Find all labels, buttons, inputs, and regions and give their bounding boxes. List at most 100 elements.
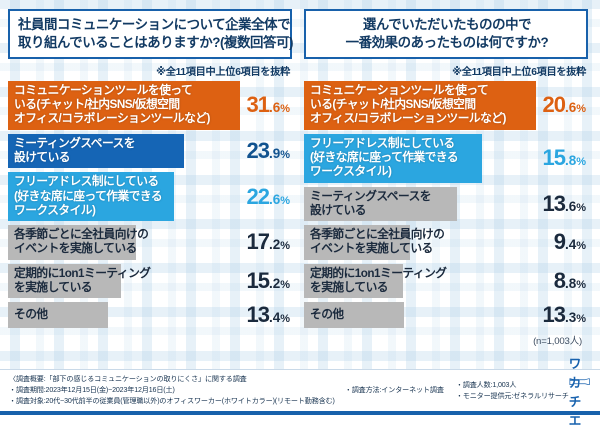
bar-value-fraction: .8 [564, 275, 577, 291]
bar-row: 各季節ごとに全社員向けの イベントを実施している 17.2% [8, 225, 292, 260]
bar-row: 定期的に1on1ミーティング を実施している 8.8% [304, 263, 588, 299]
footer: 〈調査概要:「部下の感じるコミュニケーションの取りにくさ」に関する調査 ・調査期… [0, 357, 600, 428]
panels-container: 社員間コミュニケーションについて企業全体で 取り組んでいることはありますか?(複… [8, 9, 588, 347]
bar-value-percent-sign: % [280, 194, 290, 207]
bar-value: 17.2% [240, 231, 292, 253]
bar-value: 22.6% [240, 183, 292, 209]
bar-value-percent-sign: % [280, 103, 290, 116]
bar-fill [8, 225, 136, 260]
infographic-root: 社員間コミュニケーションについて企業全体で 取り組んでいることはありますか?(複… [0, 9, 600, 428]
bar-label: その他 [14, 307, 48, 321]
bar-label: コミュニケーションツールを使って いる(チャット/社内SNS/仮想空間 オフィス… [14, 83, 210, 126]
bar-value: 23.9% [240, 137, 292, 163]
bar-value-fraction: .6 [268, 191, 281, 207]
bar-row: ミーティングスペースを 設けている 23.9% [8, 133, 292, 169]
bar-label: フリーアドレス制にしている (好きな席に座って作業できる ワークスタイル) [14, 175, 163, 217]
bar-value: 15.8% [536, 147, 588, 169]
bar-row: ミーティングスペースを 設けている 13.6% [304, 186, 588, 222]
bar-fill [304, 263, 403, 299]
logo-text: ワカチエ [568, 356, 582, 428]
footer-survey-overview: 〈調査概要:「部下の感じるコミュニケーションの取りにくさ」に関する調査 ・調査期… [9, 374, 335, 406]
footer-line-period: ・調査期間:2023年12月15日(金)~2023年12月16日(土) [9, 386, 175, 395]
wakachie-logo: ワカチエ [569, 357, 590, 428]
bar-fill [304, 80, 536, 130]
bar-row: その他 13.4% [8, 302, 292, 329]
bar-value-integer: 8 [553, 267, 566, 293]
logo-bowtie-shape [569, 377, 590, 385]
bar-value-percent-sign: % [576, 201, 586, 214]
bar-row: 各季節ごとに全社員向けの イベントを実施している 9.4% [304, 225, 588, 260]
bar-value-integer: 17 [246, 229, 270, 255]
bar-label: 定期的に1on1ミーティング を実施している [14, 266, 151, 294]
bar-label: 各季節ごとに全社員向けの イベントを実施している [310, 228, 445, 256]
bar-fill [8, 133, 184, 169]
bar-value-integer: 20 [542, 92, 566, 118]
question-line-1: 社員間コミュニケーションについて企業全体で [18, 17, 291, 32]
footer-line-target: ・調査対象:20代~30代前半の従業員(管理職以外)のオフィスワーカー(ホワイト… [9, 396, 335, 405]
bar-value: 8.8% [548, 267, 588, 293]
bar-fill [8, 263, 121, 299]
bar-fill [304, 225, 410, 260]
bar-fill [8, 80, 240, 130]
bar-value: 15.2% [240, 267, 292, 293]
bar-value-integer: 15 [246, 267, 270, 293]
bar-value-fraction: .3 [564, 310, 577, 326]
bar-value-percent-sign: % [576, 240, 586, 253]
bar-label: ミーティングスペースを 設けている [14, 136, 135, 164]
bar-value-fraction: .4 [564, 237, 577, 253]
background-pattern [0, 0, 600, 415]
footer-line-monitor: ・モニター提供元:ゼネラルリサーチ [455, 391, 569, 400]
bar-value: 20.6% [536, 94, 588, 116]
bar-value-integer: 13 [246, 302, 270, 328]
bar-fill [8, 172, 174, 222]
bar-rows-right: コミュニケーションツールを使って いる(チャット/社内SNS/仮想空間 オフィス… [304, 80, 588, 332]
bar-value-integer: 13 [542, 302, 566, 328]
bar-value-percent-sign: % [280, 313, 290, 326]
question-line-1: 選んでいただいたものの中で [362, 17, 532, 32]
bar-value-percent-sign: % [576, 103, 586, 116]
footer-line-overview: 〈調査概要:「部下の感じるコミュニケーションの取りにくさ」に関する調査 [9, 375, 247, 384]
bar-value-fraction: .2 [268, 275, 281, 291]
bar-value-percent-sign: % [280, 240, 290, 253]
question-box-left: 社員間コミュニケーションについて企業全体で 取り組んでいることはありますか?(複… [8, 9, 294, 59]
bar-value-integer: 13 [542, 190, 566, 216]
question-line-2: 取り組んでいることはありますか?(複数回答可) [18, 34, 294, 50]
bar-fill [304, 186, 457, 222]
bar-label: 定期的に1on1ミーティング を実施している [310, 266, 447, 294]
question-box-right: 選んでいただいたものの中で 一番効果のあったものは何ですか? [304, 9, 588, 59]
bar-value: 13.3% [536, 304, 588, 326]
bar-value-integer: 15 [542, 145, 566, 171]
bar-value: 9.4% [548, 231, 588, 253]
bar-row: その他 13.3% [304, 302, 588, 329]
bar-label: 各季節ごとに全社員向けの イベントを実施している [14, 228, 149, 256]
bar-label: ミーティングスペースを 設けている [310, 189, 431, 217]
sample-size-label: (n=1,003人) [533, 336, 582, 348]
bar-value: 31.6% [240, 94, 292, 116]
bar-row: コミュニケーションツールを使って いる(チャット/社内SNS/仮想空間 オフィス… [304, 80, 588, 130]
bar-value-percent-sign: % [576, 278, 586, 291]
footer-survey-method: ・調査方法:インターネット調査 [345, 385, 444, 396]
footer-line-count: ・調査人数:1,003人 [455, 380, 517, 389]
excerpt-note-right: ※全11項目中上位6項目を抜粋 [452, 66, 586, 78]
bar-value-fraction: .8 [564, 153, 577, 169]
bar-value-fraction: .6 [564, 198, 577, 214]
bar-fill [304, 302, 404, 329]
bar-row: コミュニケーションツールを使って いる(チャット/社内SNS/仮想空間 オフィス… [8, 80, 292, 130]
excerpt-note-left: ※全11項目中上位6項目を抜粋 [156, 66, 290, 78]
bar-row: フリーアドレス制にしている (好きな席に座って作業できる ワークスタイル) 15.… [304, 133, 588, 183]
bar-value: 13.6% [536, 190, 588, 216]
survey-panel-left: 社員間コミュニケーションについて企業全体で 取り組んでいることはありますか?(複… [8, 9, 294, 347]
bar-value-percent-sign: % [576, 313, 586, 326]
bar-value-integer: 23 [246, 137, 270, 163]
bar-label: フリーアドレス制にしている (好きな席に座って作業できる ワークスタイル) [310, 136, 459, 179]
bar-row: 定期的に1on1ミーティング を実施している 15.2% [8, 263, 292, 299]
bar-fill [8, 302, 108, 329]
bar-fill [304, 133, 482, 183]
bar-value-percent-sign: % [280, 278, 290, 291]
bar-value-integer: 22 [246, 183, 270, 209]
bar-value-fraction: .2 [268, 237, 281, 253]
bar-value-integer: 31 [246, 92, 270, 118]
bar-value-fraction: .6 [564, 100, 577, 116]
footer-survey-panel-info: ・調査人数:1,003人 ・モニター提供元:ゼネラルリサーチ [456, 380, 569, 402]
survey-panel-right: 選んでいただいたものの中で 一番効果のあったものは何ですか? ※全11項目中上位… [304, 9, 588, 347]
